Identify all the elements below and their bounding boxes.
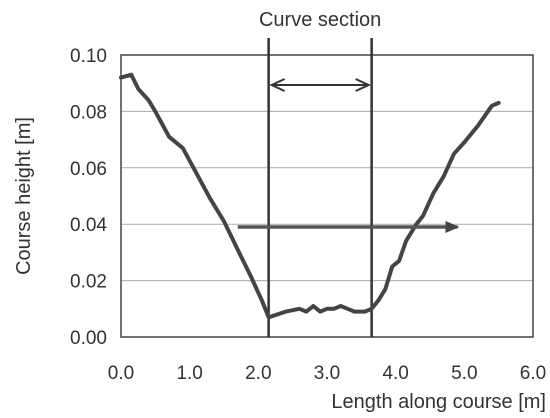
grid-lines [121, 110, 533, 282]
curve-section-label: Curve section [259, 9, 381, 31]
course-height-series-line [119, 72, 501, 320]
x-tick-label: 1.0 [176, 363, 202, 384]
y-tick-label: 0.10 [70, 46, 107, 67]
x-axis-tick-labels: 0.0 1.0 2.0 3.0 4.0 5.0 6.0 [108, 363, 546, 384]
x-tick-label: 5.0 [451, 363, 477, 384]
curve-section-annotation: Curve section [259, 9, 381, 337]
y-axis-label: Course height [m] [13, 117, 35, 275]
plot-area-frame [120, 54, 534, 338]
x-tick-label: 3.0 [314, 363, 340, 384]
y-tick-label: 0.06 [70, 159, 107, 180]
y-tick-label: 0.00 [70, 328, 107, 349]
x-tick-label: 0.0 [108, 363, 134, 384]
x-tick-label: 4.0 [382, 363, 408, 384]
x-tick-label: 2.0 [245, 363, 271, 384]
y-tick-label: 0.08 [70, 102, 107, 123]
x-axis-label: Length along course [m] [331, 391, 546, 413]
y-tick-label: 0.04 [70, 215, 107, 236]
x-tick-label: 6.0 [520, 363, 546, 384]
y-axis-tick-labels: 0.00 0.02 0.04 0.06 0.08 0.10 [70, 46, 107, 349]
y-tick-label: 0.02 [70, 272, 107, 293]
